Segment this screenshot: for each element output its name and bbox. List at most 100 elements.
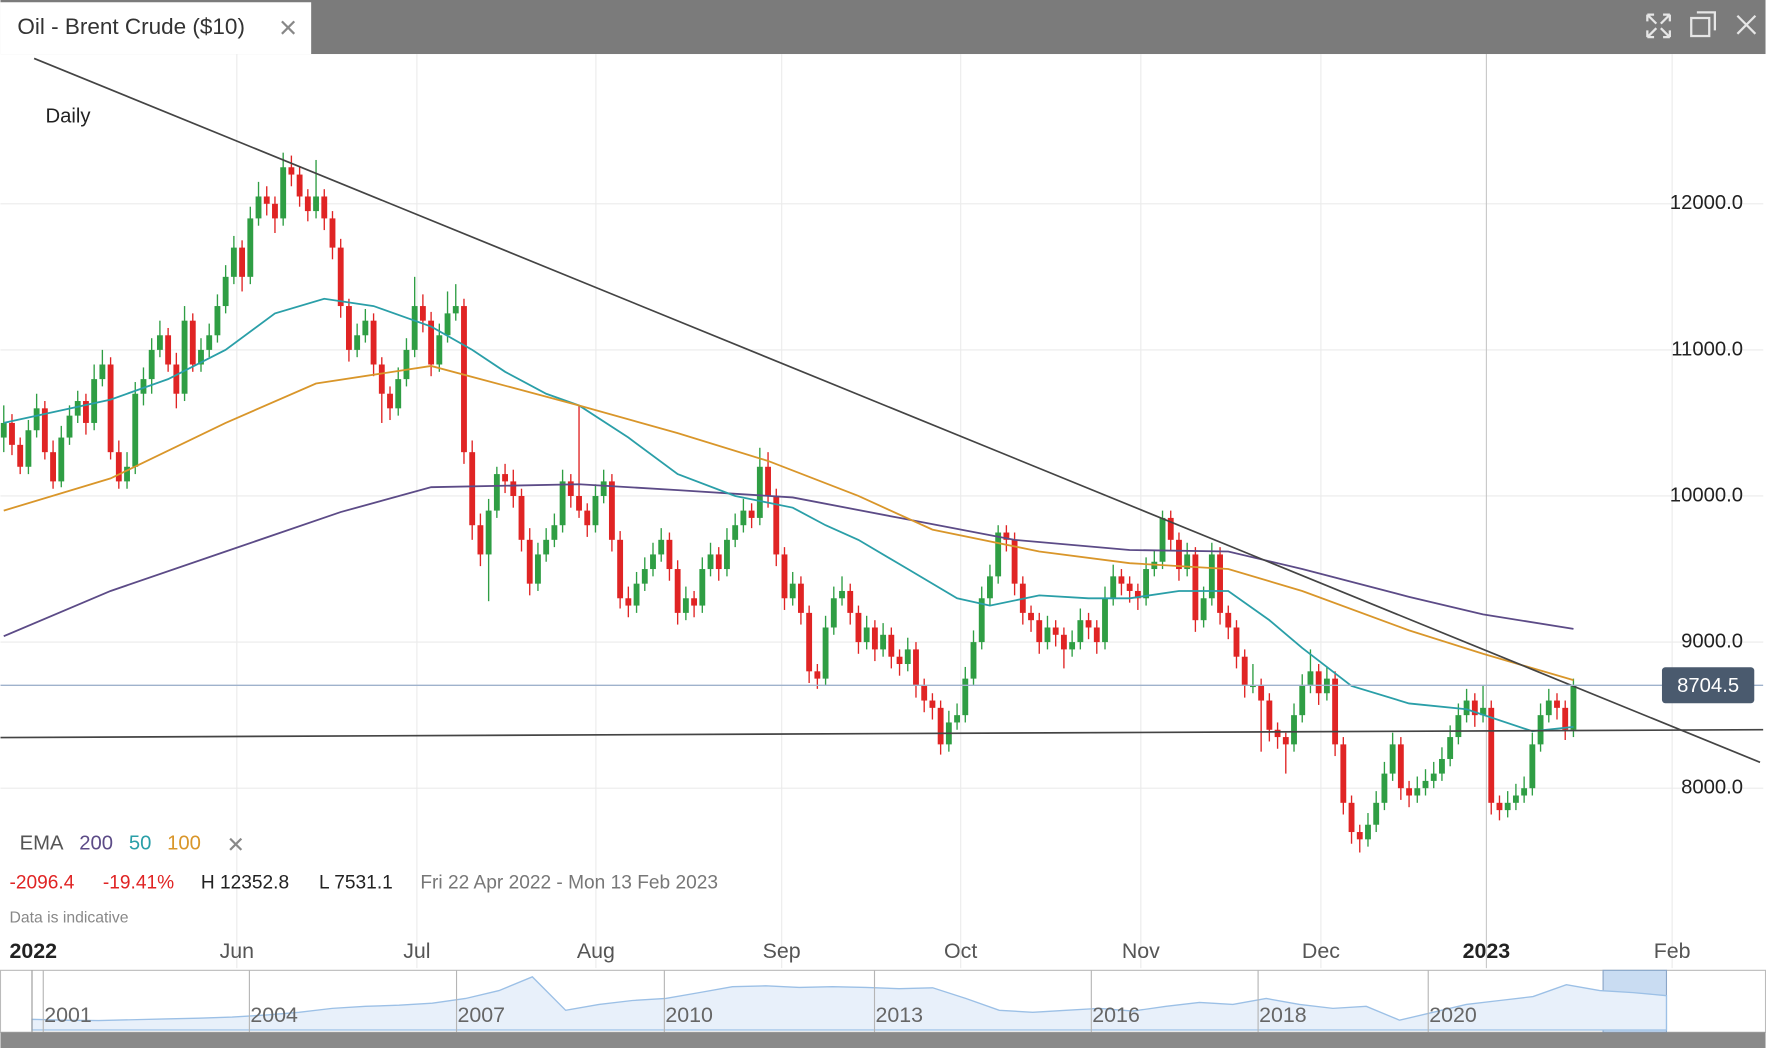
candle-body [666,539,673,570]
candle-body [1414,788,1421,796]
candle-body [1069,642,1076,650]
candle-body [1471,700,1478,716]
maximize-icon[interactable] [1646,13,1671,39]
candle-body [797,583,804,613]
candle-body [510,481,517,496]
candle-body [1028,612,1034,621]
plot-area [0,57,1764,853]
candle-body [1093,627,1100,643]
x-tick-label: Nov [1122,939,1160,963]
candle-body [1463,700,1470,716]
candle-body [1184,554,1191,570]
candle-body [17,444,24,467]
last-price-label: 8704.5 [1677,675,1739,697]
candle-body [1110,576,1117,599]
candle-body [863,627,870,643]
candle-body [1365,824,1371,840]
candle-body [1044,627,1051,643]
candle-body [115,452,122,482]
y-tick-label: 8000.0 [1681,777,1743,799]
candle-body [617,539,624,599]
candle-body [773,495,780,555]
candle-body [518,495,525,540]
candle-body [461,306,467,453]
candle-body [970,642,977,679]
candle-body [584,510,591,526]
candle-body [1340,744,1347,803]
candle-body [1406,788,1412,796]
candle-body [1356,832,1363,840]
candle-body [1488,707,1495,803]
stat-range: Fri 22 Apr 2022 - Mon 13 Feb 2023 [420,873,718,894]
candle-body [173,364,180,394]
candle-body [855,612,862,643]
data-note: Data is indicative [9,910,128,927]
candle-body [543,539,550,555]
candle-body [822,627,829,679]
candle-body [1381,773,1388,803]
candle-body [1192,554,1199,621]
candle-body [198,349,204,365]
tab-close[interactable] [281,20,296,35]
stat-low: L 7531.1 [319,873,393,894]
candle-body [280,167,287,219]
candle-body [633,583,640,606]
ema-line [3,365,1574,681]
candle-body [592,495,599,526]
candle-body [1159,517,1166,562]
popout-icon-back[interactable] [1696,11,1716,31]
candle-body [535,554,541,584]
candle-body [1570,685,1577,730]
candle-body [1455,715,1462,738]
candle-body [493,474,500,511]
candle-body [526,539,533,584]
candle-body [1225,612,1232,628]
navigator-label: 2013 [875,1003,923,1027]
candle-body [707,554,714,570]
tab[interactable] [0,2,312,55]
candle-body [954,715,960,723]
stat-change: -2096.4 [9,873,74,894]
candle-body [313,196,319,212]
candle-body [1439,758,1445,774]
candle-body [74,401,81,416]
candle-body [937,707,944,745]
candle-body [1143,569,1150,599]
window-controls[interactable] [1646,11,1757,39]
x-tick-label: Jun [220,939,254,963]
navigator-label: 2004 [250,1003,298,1027]
candle-body [650,554,656,570]
candle-body [1545,700,1552,716]
candle-body [732,525,739,540]
candle-body [9,422,15,445]
candle-body [1422,780,1429,789]
candle-body [50,452,56,482]
legend-entry: 200 [79,833,113,855]
candle-body [1389,744,1396,774]
candle-body [871,627,878,650]
navigator-label: 2016 [1092,1003,1140,1027]
candle-body [1291,715,1297,745]
popout-icon[interactable] [1690,16,1711,38]
legend-remove[interactable] [229,837,243,851]
candle-body [781,554,788,599]
navigator-label: 2001 [44,1003,92,1027]
candle-body [444,313,451,336]
close-icon[interactable] [1736,14,1757,35]
candle-body [41,408,48,453]
candle-body [181,320,188,394]
candle-body [1118,576,1125,584]
candle-body [1036,620,1043,643]
grid [0,54,1764,969]
candle-body [715,554,722,570]
candle-body [58,437,65,482]
candle-body [1504,802,1511,811]
candle-body [724,539,730,570]
candle-body [1430,773,1437,781]
candle-body [354,335,361,350]
candle-body [1282,737,1289,745]
candle-body [1521,788,1528,796]
candle-body [436,335,443,365]
candle-body [625,598,632,606]
last-price-tag [1661,667,1755,704]
